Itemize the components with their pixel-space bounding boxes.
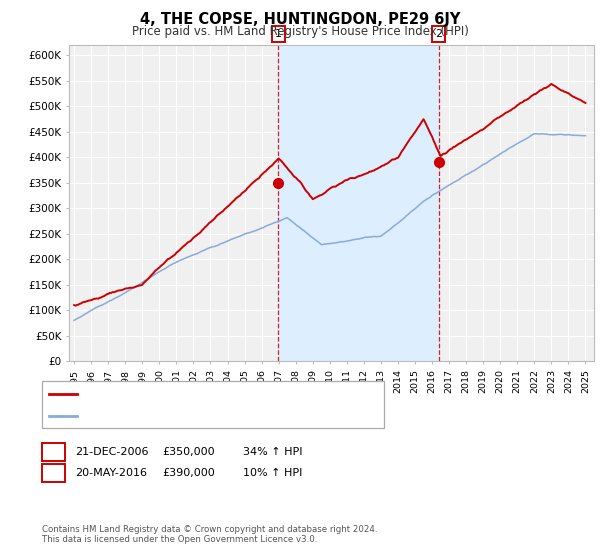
Text: Contains HM Land Registry data © Crown copyright and database right 2024.
This d: Contains HM Land Registry data © Crown c… — [42, 525, 377, 544]
Text: 10% ↑ HPI: 10% ↑ HPI — [243, 468, 302, 478]
Text: HPI: Average price, detached house, Huntingdonshire: HPI: Average price, detached house, Hunt… — [81, 410, 361, 421]
Text: 21-DEC-2006: 21-DEC-2006 — [75, 447, 149, 457]
Text: 1: 1 — [275, 29, 281, 39]
Text: 4, THE COPSE, HUNTINGDON, PE29 6JY (detached house): 4, THE COPSE, HUNTINGDON, PE29 6JY (deta… — [81, 389, 379, 399]
Text: £350,000: £350,000 — [162, 447, 215, 457]
Bar — [278, 45, 439, 361]
Text: Price paid vs. HM Land Registry's House Price Index (HPI): Price paid vs. HM Land Registry's House … — [131, 25, 469, 38]
Text: 1: 1 — [50, 445, 57, 459]
Text: £390,000: £390,000 — [162, 468, 215, 478]
Text: 34% ↑ HPI: 34% ↑ HPI — [243, 447, 302, 457]
Text: 2: 2 — [435, 29, 442, 39]
Text: 4, THE COPSE, HUNTINGDON, PE29 6JY: 4, THE COPSE, HUNTINGDON, PE29 6JY — [140, 12, 460, 27]
Text: 20-MAY-2016: 20-MAY-2016 — [75, 468, 147, 478]
Text: 2: 2 — [50, 466, 57, 480]
